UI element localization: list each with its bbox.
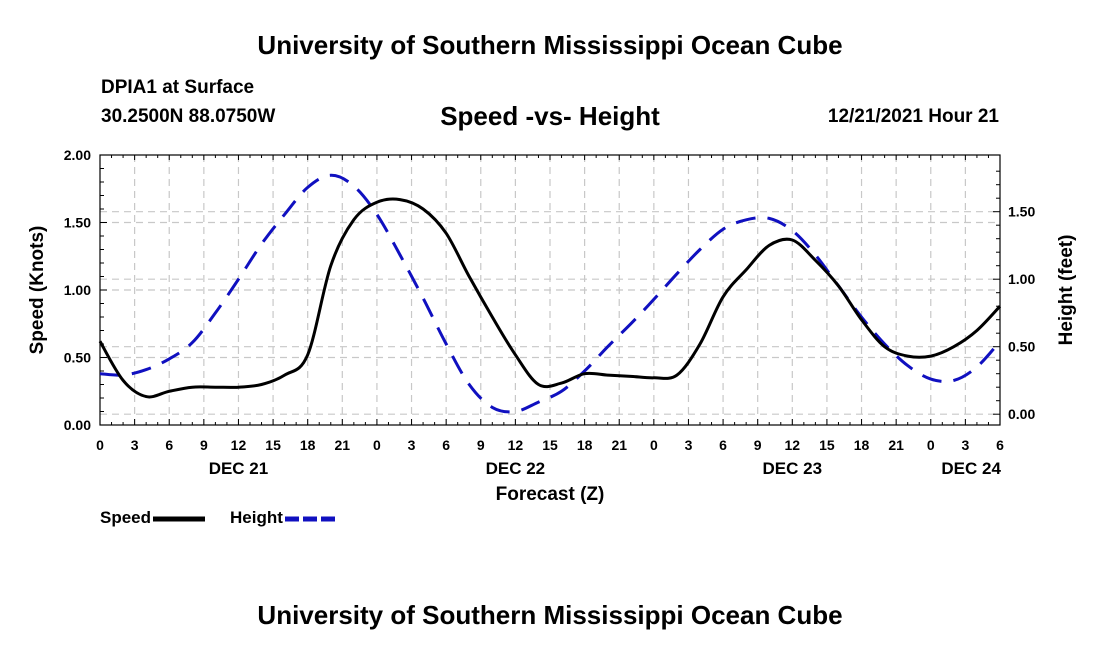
y2-axis-title: Height (feet) — [1056, 235, 1077, 346]
speed-series-line — [98, 197, 1002, 399]
x-tick-label: 18 — [577, 437, 593, 453]
x-tick-label: 6 — [442, 437, 450, 453]
height-series-line — [99, 173, 1002, 414]
legend-swatch — [284, 516, 337, 522]
chart-title: Speed -vs- Height — [440, 101, 660, 131]
day-label: DEC 23 — [763, 459, 823, 478]
x-tick-label: 0 — [373, 437, 381, 453]
x-tick-label: 21 — [888, 437, 904, 453]
day-label: DEC 21 — [209, 459, 269, 478]
x-tick-label: 18 — [300, 437, 316, 453]
x-tick-label: 6 — [719, 437, 727, 453]
x-tick-label: 0 — [650, 437, 658, 453]
x-tick-label: 12 — [508, 437, 524, 453]
x-tick-label: 3 — [131, 437, 139, 453]
x-tick-label: 15 — [542, 437, 558, 453]
x-tick-label: 21 — [335, 437, 351, 453]
y-tick-label: 2.00 — [64, 147, 91, 163]
x-tick-label: 9 — [477, 437, 485, 453]
y2-tick-label: 1.00 — [1008, 271, 1035, 287]
x-tick-label: 15 — [265, 437, 281, 453]
x-tick-label: 9 — [754, 437, 762, 453]
legend-swatch — [153, 516, 206, 522]
y-tick-label: 1.00 — [64, 282, 91, 298]
y2-tick-label: 1.50 — [1008, 204, 1035, 220]
station-coordinates: 30.2500N 88.0750W — [101, 106, 276, 127]
day-label: DEC 22 — [486, 459, 546, 478]
x-tick-label: 0 — [96, 437, 104, 453]
y-tick-label: 0.50 — [64, 350, 91, 366]
x-axis-title: Forecast (Z) — [496, 484, 605, 505]
x-tick-label: 6 — [996, 437, 1004, 453]
x-tick-label: 12 — [785, 437, 801, 453]
x-tick-label: 18 — [854, 437, 870, 453]
legend-item-speed: Speed — [100, 508, 207, 528]
y-axis-title: Speed (Knots) — [27, 226, 48, 355]
x-tick-label: 15 — [819, 437, 835, 453]
forecast-datetime: 12/21/2021 Hour 21 — [827, 106, 999, 127]
day-label: DEC 24 — [941, 459, 1001, 478]
legend-label: Speed — [100, 508, 152, 527]
y2-tick-label: 0.50 — [1008, 339, 1035, 355]
station-label: DPIA1 at Surface — [101, 77, 255, 98]
y-tick-label: 0.00 — [64, 417, 91, 433]
x-tick-label: 6 — [165, 437, 173, 453]
x-tick-label: 0 — [927, 437, 935, 453]
x-tick-label: 3 — [961, 437, 969, 453]
y-tick-label: 1.50 — [64, 215, 91, 231]
main-title: University of Southern Mississippi Ocean… — [257, 30, 843, 60]
x-tick-label: 3 — [408, 437, 416, 453]
x-tick-label: 3 — [685, 437, 693, 453]
x-tick-label: 21 — [611, 437, 627, 453]
x-tick-label: 12 — [231, 437, 247, 453]
legend-label: Height — [230, 508, 283, 527]
footer-title: University of Southern Mississippi Ocean… — [257, 600, 843, 630]
legend-item-height: Height — [230, 508, 339, 528]
x-tick-label: 9 — [200, 437, 208, 453]
y2-tick-label: 0.00 — [1008, 406, 1035, 422]
